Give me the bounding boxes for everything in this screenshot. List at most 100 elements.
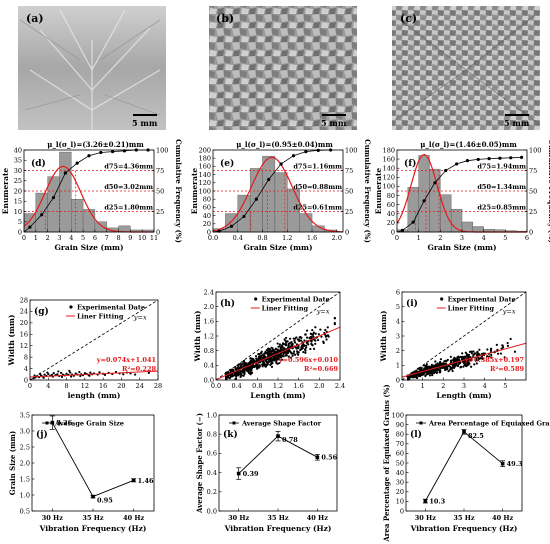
data-point (462, 365, 465, 368)
data-point (324, 335, 327, 338)
legend-marker (419, 421, 423, 425)
y2-tick-label: 25 (529, 208, 537, 216)
y-tick-label: 4 (24, 365, 28, 373)
data-point (451, 369, 454, 373)
data-point (425, 366, 428, 369)
y2-tick-label: 25 (156, 208, 164, 216)
y-axis-label: Enumerate (1, 168, 10, 215)
cumulative-point (254, 197, 258, 201)
data-point (270, 365, 274, 368)
data-point (502, 346, 505, 349)
fit-r2: R²=0.589 (490, 365, 525, 373)
y-tick-label: 40 (396, 469, 404, 477)
data-point (59, 371, 63, 374)
y-tick-label: 30 (14, 167, 22, 175)
x-tick-label: 40 Hz (492, 514, 513, 522)
data-point (453, 357, 456, 360)
data-point (225, 375, 228, 379)
data-point (297, 351, 300, 354)
data-point (276, 434, 280, 438)
y-axis-label: Enumerate (374, 168, 383, 215)
data-point (254, 355, 258, 358)
y2-tick-label: 50 (156, 187, 164, 195)
y-tick-label: 180 (199, 155, 211, 163)
data-point (315, 455, 320, 460)
data-point (413, 371, 416, 374)
x-tick-label: 2 (46, 234, 50, 242)
data-point (473, 363, 476, 366)
data-point (79, 374, 82, 378)
cumulative-point (487, 157, 491, 161)
y-tick-label: 4 (396, 318, 400, 326)
data-point (434, 360, 437, 363)
data-point (39, 374, 43, 377)
y-tick-label: 1.0 (207, 411, 217, 419)
data-point (287, 346, 290, 349)
data-point (305, 336, 309, 339)
data-point (147, 371, 150, 374)
data-point (506, 344, 510, 347)
data-point (43, 373, 46, 376)
data-point (284, 339, 287, 343)
data-point (446, 358, 449, 361)
data-point (310, 335, 313, 339)
data-point (269, 360, 272, 363)
x-tick-label: 4 (483, 382, 487, 390)
data-point (420, 374, 423, 377)
y-tick-label: 28 (20, 296, 28, 304)
data-point (433, 365, 436, 368)
panel-label: (e) (220, 158, 234, 169)
data-point (309, 332, 312, 335)
data-point (434, 368, 437, 371)
scale-bar-label: 5 mm (132, 118, 158, 128)
data-point (52, 372, 55, 375)
data-point (244, 364, 248, 367)
data-point (88, 374, 91, 377)
y-tick-label: 0.8 (207, 431, 217, 439)
data-point (282, 355, 285, 358)
fit-equation: y=0.385x+0.197 (464, 356, 524, 364)
data-point (444, 362, 447, 366)
data-point (270, 346, 273, 349)
data-point (461, 357, 464, 360)
y2-tick-label: 0 (529, 228, 533, 236)
data-point (68, 369, 71, 372)
data-point (457, 362, 460, 366)
data-point (290, 340, 293, 344)
data-point (509, 337, 512, 341)
x-tick-label: 35 Hz (453, 514, 474, 522)
data-point (257, 358, 260, 362)
data-point (236, 471, 241, 476)
diagonal-label: y=x (502, 307, 516, 315)
x-tick-label: 5 (503, 234, 507, 242)
data-point (239, 370, 242, 373)
data-point (467, 353, 471, 356)
data-point (456, 364, 459, 368)
data-point (289, 356, 293, 359)
data-point (298, 339, 301, 342)
data-point (262, 361, 265, 364)
x-tick-label: 4 (69, 234, 73, 242)
fit-r2: R²=0.228 (122, 365, 157, 373)
data-point (449, 359, 453, 362)
data-point (60, 375, 64, 378)
cumulative-curve (23, 149, 149, 233)
data-point (305, 329, 309, 332)
legend-label: Area Percentage of Equiaxed Grains (428, 419, 550, 427)
y-axis-label: Area Percentage of Equiaxed Grains (%) (382, 384, 391, 542)
data-point (445, 368, 449, 371)
cumulative-point (422, 199, 426, 203)
data-point (278, 358, 281, 361)
data-point (439, 358, 443, 361)
data-label: 1.46 (138, 477, 154, 485)
chart-k: 0.39 0.78 0.56 30 Hz 35 Hz 40 Hz 0.0 0.2 0.4 0.6 0… (195, 411, 338, 533)
data-point (236, 364, 239, 367)
y-tick-label: 0 (18, 228, 22, 236)
data-point (317, 333, 320, 336)
data-label: 0.39 (243, 470, 259, 478)
data-point (444, 368, 447, 372)
data-label: 3.26 (56, 419, 72, 427)
y2-tick-label: 25 (345, 208, 353, 216)
y2-tick-label: 100 (529, 146, 541, 154)
y-tick-label: 60 (396, 450, 404, 458)
